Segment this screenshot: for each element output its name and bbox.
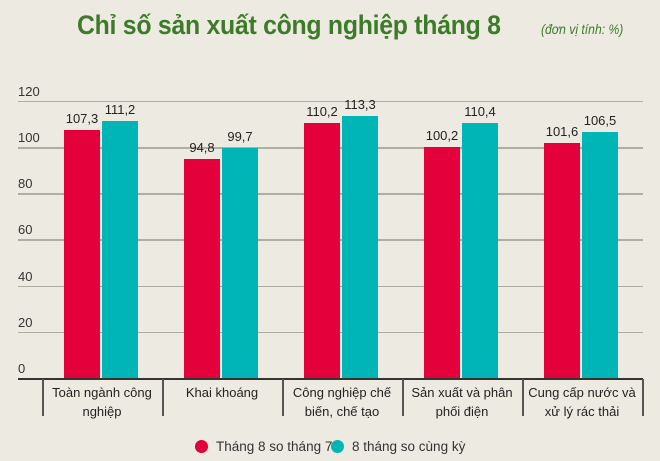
- gridline-120: [18, 100, 643, 103]
- category-label: Công nghiệp chế biến, chế tạo: [292, 385, 392, 419]
- y-tick-label: 60: [18, 222, 33, 238]
- bar-8thang-so-cung-ky: [102, 121, 138, 378]
- bar-value-label: 94,8: [189, 140, 215, 155]
- category-label: Sản xuất và phân phối điện: [411, 385, 513, 419]
- category-divider: [402, 379, 404, 416]
- category-label: Cung cấp nước và xử lý rác thải: [528, 385, 636, 419]
- bar-value-label: 110,2: [306, 104, 338, 120]
- bar-thang8-so-thang7: [544, 143, 580, 378]
- chart-title: Chỉ số sản xuất công nghiệp tháng 8: [77, 10, 501, 40]
- chart-header: Chỉ số sản xuất công nghiệp tháng 8 (đơn…: [0, 6, 660, 46]
- category-divider: [642, 379, 644, 416]
- y-tick-label: 120: [18, 83, 40, 99]
- y-tick-label: 0: [18, 361, 26, 376]
- bar-thang8-so-thang7: [184, 159, 220, 378]
- bar-value-label: 113,3: [344, 97, 376, 113]
- bar-value-label: 99,7: [227, 128, 253, 144]
- bar-value-label: 110,4: [464, 103, 496, 119]
- legend-dot-icon: [331, 440, 344, 453]
- bar-thang8-so-thang7: [424, 146, 460, 378]
- legend: Tháng 8 so tháng 7 8 tháng so cùng kỳ: [0, 439, 660, 459]
- category-label: Khai khoáng: [185, 385, 259, 400]
- y-tick-label: 80: [18, 176, 33, 192]
- bar-8thang-so-cung-ky: [342, 116, 378, 378]
- bar-8thang-so-cung-ky: [222, 147, 258, 378]
- bar-value-label: 101,6: [545, 124, 579, 140]
- legend-dot-icon: [195, 440, 208, 453]
- bar-thang8-so-thang7: [304, 123, 340, 378]
- bar-value-label: 107,3: [65, 111, 99, 127]
- y-tick-label: 100: [18, 130, 40, 145]
- bar-value-label: 100,2: [425, 127, 459, 143]
- legend-item-thang8-so-thang7: Tháng 8 so tháng 7: [195, 439, 332, 454]
- unit-note: (đơn vị tính: %): [541, 22, 624, 37]
- legend-label: 8 tháng so cùng kỳ: [352, 439, 466, 454]
- category-divider: [162, 379, 164, 416]
- category-divider: [522, 379, 524, 416]
- y-tick-label: 40: [18, 268, 33, 284]
- y-tick-label: 20: [18, 314, 33, 330]
- bar-value-label: 106,5: [583, 112, 617, 128]
- category-divider: [282, 379, 284, 416]
- legend-label: Tháng 8 so tháng 7: [216, 439, 333, 454]
- x-axis-baseline: [18, 378, 643, 380]
- bar-value-label: 111,2: [104, 102, 136, 118]
- category-divider: [42, 379, 44, 416]
- legend-item-8thang-so-cung-ky: 8 tháng so cùng kỳ: [331, 439, 465, 454]
- bar-8thang-so-cung-ky: [462, 122, 498, 378]
- bar-thang8-so-thang7: [64, 130, 100, 378]
- bar-8thang-so-cung-ky: [582, 131, 618, 378]
- category-label: Toàn ngành công nghiệp: [52, 385, 152, 419]
